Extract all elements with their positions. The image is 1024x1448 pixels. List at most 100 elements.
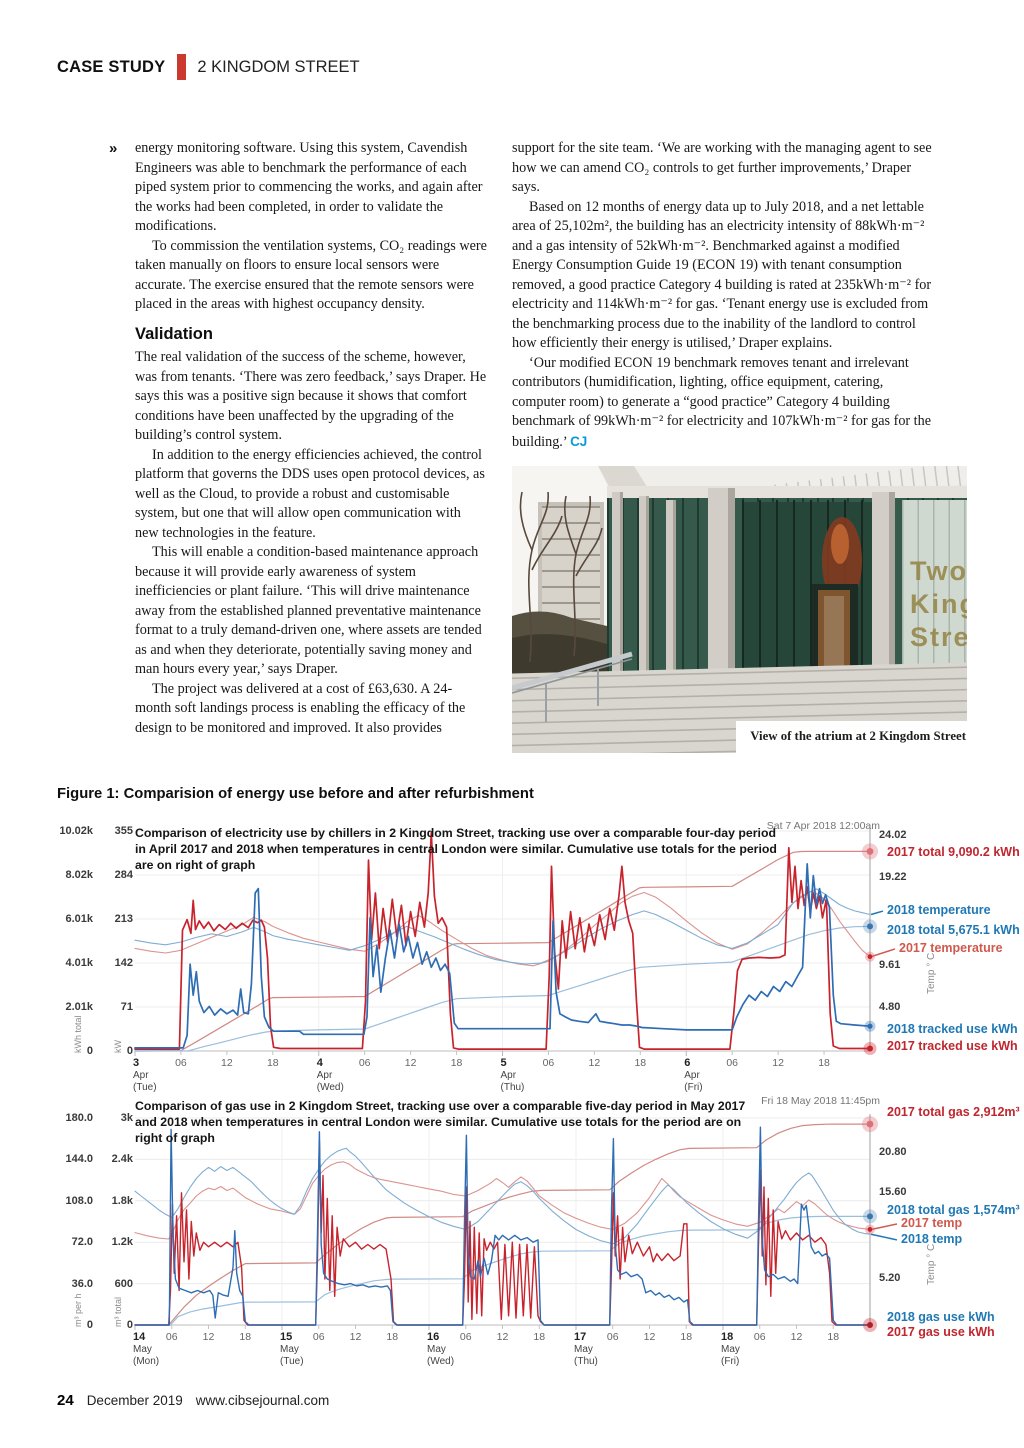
y-axis-tick-label: 6.01k: [65, 913, 93, 925]
paragraph: This will enable a condition-based maint…: [135, 544, 482, 677]
series-2018-tracked-use-kw: [134, 862, 871, 1049]
series-2018-cumulative-gas: [134, 1215, 871, 1326]
atrium-photo: TwoKingdStree View of the atrium at 2 Ki…: [512, 466, 967, 753]
x-axis-hour-label: 06: [753, 1331, 766, 1343]
left-column: » energy monitoring software. Using this …: [109, 139, 487, 753]
gas-use-chart: 180.0 144.0 108.0 72.0 36.0 0 m³ per h 3k 2.4k 1.…: [57, 1093, 1022, 1383]
y-axis-tick-label: 600: [114, 1277, 133, 1290]
series-2017-temp: [134, 1161, 871, 1240]
x-axis-hour-label: 18: [386, 1331, 399, 1343]
paragraph-text: ‘Our modified ECON 19 benchmark removes …: [512, 354, 932, 450]
building-photo-illustration: TwoKingdStree: [512, 466, 967, 753]
right-axis-tick-label: 20.80: [879, 1145, 907, 1158]
x-axis-day-label: 4 Apr (Wed): [316, 1057, 344, 1093]
journal-url: www.cibsejournal.com: [195, 1393, 330, 1408]
legend-2018-temperature: 2018 temperature: [887, 903, 991, 918]
x-axis-hour-label: 06: [312, 1331, 325, 1343]
paragraph: To commission the ventilation systems, C…: [135, 237, 487, 313]
photo-caption: View of the atrium at 2 Kingdom Street: [736, 720, 967, 753]
y-axis-tick-label: 1.8k: [111, 1194, 133, 1207]
x-axis-day-label: 18 May (Fri): [721, 1331, 740, 1367]
paragraph-text: energy monitoring software. Using this s…: [135, 140, 483, 234]
y-axis-tick-label: 36.0: [71, 1277, 93, 1290]
chart-title: Comparison of gas use in 2 Kingdom Stree…: [135, 1099, 746, 1146]
legend-2018-tracked-use-kwh: 2018 tracked use kWh: [887, 1022, 1018, 1037]
page-number: 24: [57, 1392, 74, 1409]
article-body: » energy monitoring software. Using this …: [57, 139, 967, 753]
issue-date: December 2019: [86, 1393, 183, 1408]
x-axis-day-label: 6 Apr (Fri): [684, 1057, 703, 1093]
svg-text:Two: Two: [910, 556, 967, 586]
legend-2017-gas-use-kwh: 2017 gas use kWh: [887, 1325, 995, 1340]
x-axis-hour-label: 12: [790, 1331, 803, 1343]
x-axis-hour-label: 18: [239, 1331, 252, 1343]
y-axis-tick-label: 180.0: [65, 1112, 93, 1124]
legend-2017-tracked-use-kwh: 2017 tracked use kWh: [887, 1039, 1018, 1054]
y-axis-tick-label: 355: [114, 825, 133, 837]
section-heading: Validation: [135, 324, 213, 343]
x-axis-hour-label: 06: [358, 1057, 371, 1069]
x-axis-hour-label: 06: [606, 1331, 619, 1343]
x-axis-day-label: 14 May (Mon): [133, 1331, 160, 1367]
chart-end-timestamp: Sat 7 Apr 2018 12:00am: [766, 820, 880, 832]
temp-axis-caption: Temp ° C: [926, 1243, 937, 1285]
y-axis-tick-label: 0: [126, 1045, 133, 1057]
x-axis-hour-label: 18: [827, 1331, 840, 1343]
x-axis-hour-label: 12: [404, 1057, 417, 1069]
x-axis-hour-label: 06: [726, 1057, 739, 1069]
x-axis-day-label: 15 May (Tue): [280, 1331, 304, 1367]
right-axis-tick-label: 5.20: [879, 1272, 901, 1285]
paragraph: ‘Our modified ECON 19 benchmark removes …: [512, 354, 940, 453]
figure-title: Figure 1: Comparision of energy use befo…: [57, 786, 534, 802]
paragraph: » energy monitoring software. Using this …: [109, 139, 487, 237]
x-axis-hour-label: 12: [221, 1057, 233, 1069]
legend-2017-total-9-090-2-kwh: 2017 total 9,090.2 kWh: [887, 845, 1020, 859]
y-axis-tick-label: 0: [86, 1319, 93, 1331]
chart-plot-area: [134, 1114, 898, 1332]
y-axis-caption: kW: [113, 1040, 123, 1053]
chart-plot-area: [134, 827, 896, 1056]
paragraph: Based on 12 months of energy data up to …: [512, 198, 932, 352]
building-sign-text: TwoKingdStree: [910, 556, 967, 652]
y-axis-tick-label: 3k: [120, 1112, 133, 1124]
x-axis-hour-label: 06: [459, 1331, 472, 1343]
x-axis-day-label: 17 May (Thu): [574, 1331, 598, 1367]
x-axis-hour-label: 18: [680, 1331, 693, 1343]
kicker-divider-bar: [177, 54, 187, 80]
x-axis-hour-label: 18: [634, 1057, 647, 1069]
y-axis-tick-label: 144.0: [65, 1153, 93, 1166]
series-2017-cumulative-gas: [134, 1123, 871, 1326]
y-axis-tick-label: 8.02k: [65, 869, 93, 881]
x-axis-hour-label: 18: [533, 1331, 546, 1343]
series-2017-cumulative-kwh: [134, 850, 871, 1052]
y-axis-tick-label: 4.01k: [65, 957, 93, 969]
x-axis-hour-label: 12: [772, 1057, 784, 1069]
svg-text:Kingd: Kingd: [910, 589, 967, 619]
x-axis-hour-label: 06: [165, 1331, 178, 1343]
x-axis-hour-label: 12: [588, 1057, 601, 1069]
chart-end-timestamp: Fri 18 May 2018 11:45pm: [761, 1095, 880, 1107]
kicker-label: CASE STUDY: [57, 57, 166, 76]
x-axis-day-label: 16 May (Wed): [427, 1331, 455, 1367]
legend-2017-total-gas-2-912m-: 2017 total gas 2,912m³: [887, 1105, 1020, 1120]
x-axis-day-label: 5 Apr (Thu): [500, 1057, 525, 1093]
y-axis-tick-label: 2.4k: [111, 1153, 133, 1166]
y-axis-tick-label: 0: [126, 1319, 133, 1331]
legend-2018-temp: 2018 temp: [901, 1231, 963, 1246]
legend-2018-gas-use-kwh: 2018 gas use kWh: [887, 1309, 995, 1324]
y-axis-tick-label: 72.0: [71, 1236, 93, 1249]
x-axis-hour-label: 18: [818, 1057, 830, 1069]
y-axis-tick-label: 142: [114, 957, 133, 969]
x-axis-day-label: 3 Apr (Tue): [133, 1057, 157, 1093]
x-axis-hour-label: 12: [496, 1331, 509, 1343]
paragraph: support for the site team. ‘We are worki…: [512, 140, 932, 195]
series-2017-tracked-use-kw: [134, 832, 871, 1050]
y-axis-caption: m³ total: [113, 1296, 123, 1327]
right-axis-tick-label: 15.60: [879, 1185, 907, 1198]
y-axis-caption: kWh total: [73, 1015, 83, 1053]
y-axis-tick-label: 0: [86, 1045, 93, 1057]
x-axis-hour-label: 12: [349, 1331, 362, 1343]
continuation-marker-icon: »: [109, 140, 118, 157]
page-header: CASE STUDY 2 KINGDOM STREET: [57, 54, 360, 80]
x-axis-hour-label: 12: [643, 1331, 656, 1343]
